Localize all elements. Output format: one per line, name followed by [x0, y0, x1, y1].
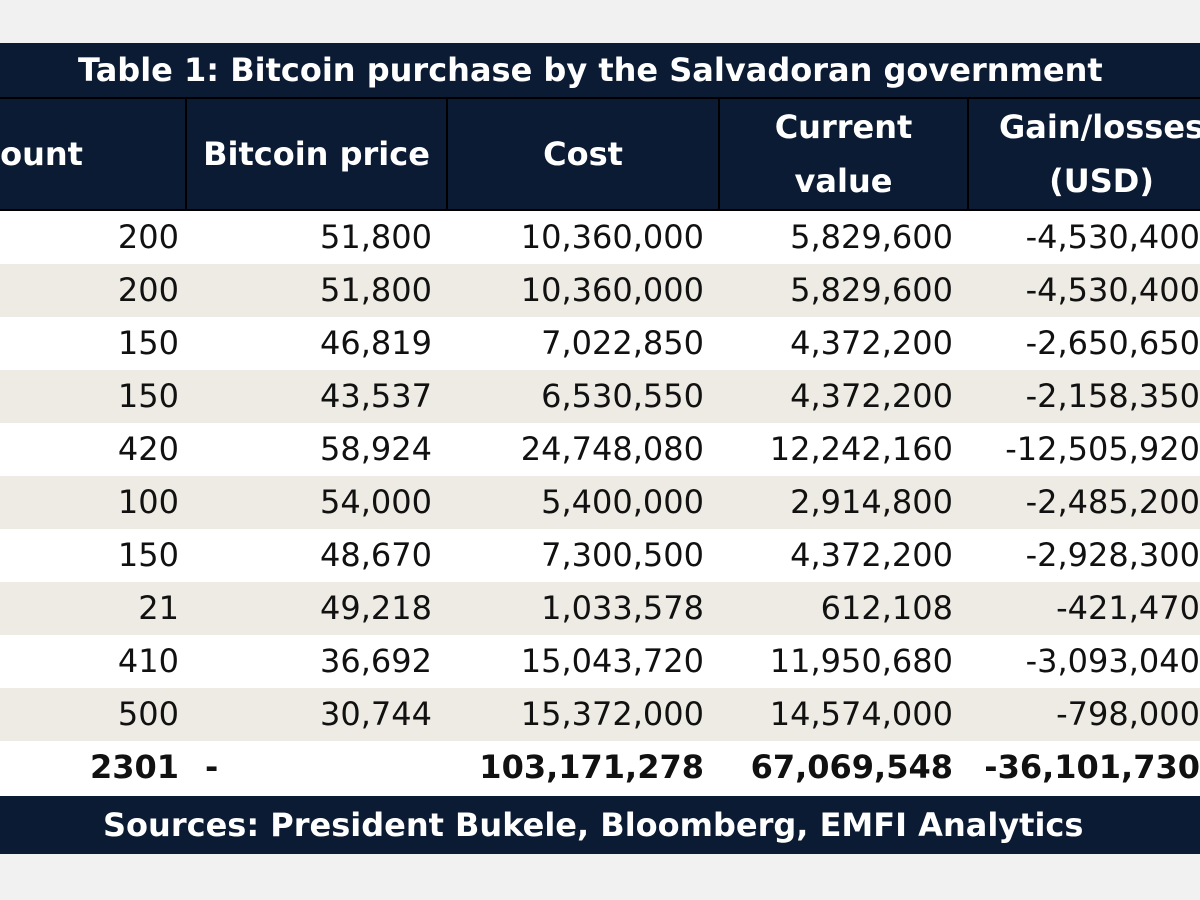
current-value-cell: 4,372,200 [790, 377, 953, 415]
bitcoin-price-cell: 51,800 [320, 271, 432, 309]
amount-cell: 150 [117, 324, 179, 362]
table-row: 150 43,537 6,530,550 4,372,200 -2,158,350 [0, 370, 1200, 423]
amount-cell: 500 [117, 695, 179, 733]
table-row: 100 54,000 5,400,000 2,914,800 -2,485,200 [0, 476, 1200, 529]
table-row: 21 49,218 1,033,578 612,108 -421,470 [0, 582, 1200, 635]
total-bitcoin-price-cell: - [205, 748, 219, 786]
gain-losses-cell: -2,928,300 [1025, 536, 1200, 574]
bitcoin-purchase-table: Table 1: Bitcoin purchase by the Salvado… [0, 43, 1200, 854]
cost-cell: 15,043,720 [520, 642, 704, 680]
header-gain-losses: Gain/losses (USD) [999, 108, 1200, 200]
total-gain-losses-cell: -36,101,730 [984, 748, 1200, 786]
current-value-cell: 5,829,600 [790, 271, 953, 309]
header-current-value: Current value [720, 99, 969, 209]
bitcoin-price-cell: 43,537 [320, 377, 432, 415]
amount-cell: 420 [117, 430, 179, 468]
cost-cell: 10,360,000 [520, 218, 704, 256]
amount-cell: 150 [117, 536, 179, 574]
current-value-cell: 612,108 [820, 589, 953, 627]
gain-losses-cell: -3,093,040 [1025, 642, 1200, 680]
current-value-cell: 2,914,800 [790, 483, 953, 521]
bitcoin-price-cell: 48,670 [320, 536, 432, 574]
header-amount: Amount [0, 99, 187, 209]
table-row: 150 48,670 7,300,500 4,372,200 -2,928,300 [0, 529, 1200, 582]
cost-cell: 6,530,550 [541, 377, 704, 415]
cost-cell: 15,372,000 [520, 695, 704, 733]
amount-cell: 200 [117, 271, 179, 309]
table-row: 200 51,800 10,360,000 5,829,600 -4,530,400 [0, 211, 1200, 264]
table-row: 150 46,819 7,022,850 4,372,200 -2,650,650 [0, 317, 1200, 370]
sources-note: Sources: President Bukele, Bloomberg, EM… [103, 806, 1084, 844]
table-row: 500 30,744 15,372,000 14,574,000 -798,000 [0, 688, 1200, 741]
table-row: 410 36,692 15,043,720 11,950,680 -3,093,040 [0, 635, 1200, 688]
bitcoin-price-cell: 49,218 [320, 589, 432, 627]
header-cost: Cost [448, 99, 720, 209]
gain-losses-cell: -4,530,400 [1025, 271, 1200, 309]
current-value-cell: 4,372,200 [790, 536, 953, 574]
amount-cell: 100 [117, 483, 179, 521]
cost-cell: 24,748,080 [520, 430, 704, 468]
amount-cell: 150 [117, 377, 179, 415]
bitcoin-price-cell: 30,744 [320, 695, 432, 733]
gain-losses-cell: -4,530,400 [1025, 218, 1200, 256]
gain-losses-cell: -2,650,650 [1025, 324, 1200, 362]
bitcoin-price-cell: 54,000 [320, 483, 432, 521]
table-footer: Sources: President Bukele, Bloomberg, EM… [0, 796, 1200, 854]
total-amount-cell: 2301 [89, 748, 179, 786]
total-row: 2301- 103,171,278 67,069,548 -36,101,730 [0, 741, 1200, 794]
gain-losses-cell: -2,485,200 [1025, 483, 1200, 521]
bitcoin-price-cell: 58,924 [320, 430, 432, 468]
current-value-cell: 12,242,160 [769, 430, 953, 468]
total-cost-cell: 103,171,278 [479, 748, 704, 786]
bitcoin-price-cell: 51,800 [320, 218, 432, 256]
current-value-cell: 4,372,200 [790, 324, 953, 362]
amount-cell: 410 [117, 642, 179, 680]
cost-cell: 5,400,000 [541, 483, 704, 521]
table-body: 200 51,800 10,360,000 5,829,600 -4,530,400 20… [0, 211, 1200, 794]
amount-cell: 21 [138, 589, 179, 627]
table-title-bar: Table 1: Bitcoin purchase by the Salvado… [0, 43, 1200, 99]
amount-cell: 200 [117, 218, 179, 256]
cost-cell: 10,360,000 [520, 271, 704, 309]
cost-cell: 7,300,500 [541, 536, 704, 574]
cost-cell: 1,033,578 [541, 589, 704, 627]
current-value-cell: 14,574,000 [769, 695, 953, 733]
current-value-cell: 11,950,680 [769, 642, 953, 680]
cost-cell: 7,022,850 [541, 324, 704, 362]
current-value-cell: 5,829,600 [790, 218, 953, 256]
table-header-row: Amount Bitcoin price Cost Current value … [0, 99, 1200, 211]
header-bitcoin-price: Bitcoin price [187, 99, 448, 209]
total-current-value-cell: 67,069,548 [750, 748, 953, 786]
table-row: 200 51,800 10,360,000 5,829,600 -4,530,400 [0, 264, 1200, 317]
bitcoin-price-cell: 36,692 [320, 642, 432, 680]
gain-losses-cell: -798,000 [1056, 695, 1200, 733]
gain-losses-cell: -2,158,350 [1025, 377, 1200, 415]
bitcoin-price-cell: 46,819 [320, 324, 432, 362]
gain-losses-cell: -421,470 [1056, 589, 1200, 627]
table-row: 420 58,924 24,748,080 12,242,160 -12,505,920 [0, 423, 1200, 476]
table-title: Table 1: Bitcoin purchase by the Salvado… [78, 51, 1103, 89]
gain-losses-cell: -12,505,920 [1005, 430, 1200, 468]
